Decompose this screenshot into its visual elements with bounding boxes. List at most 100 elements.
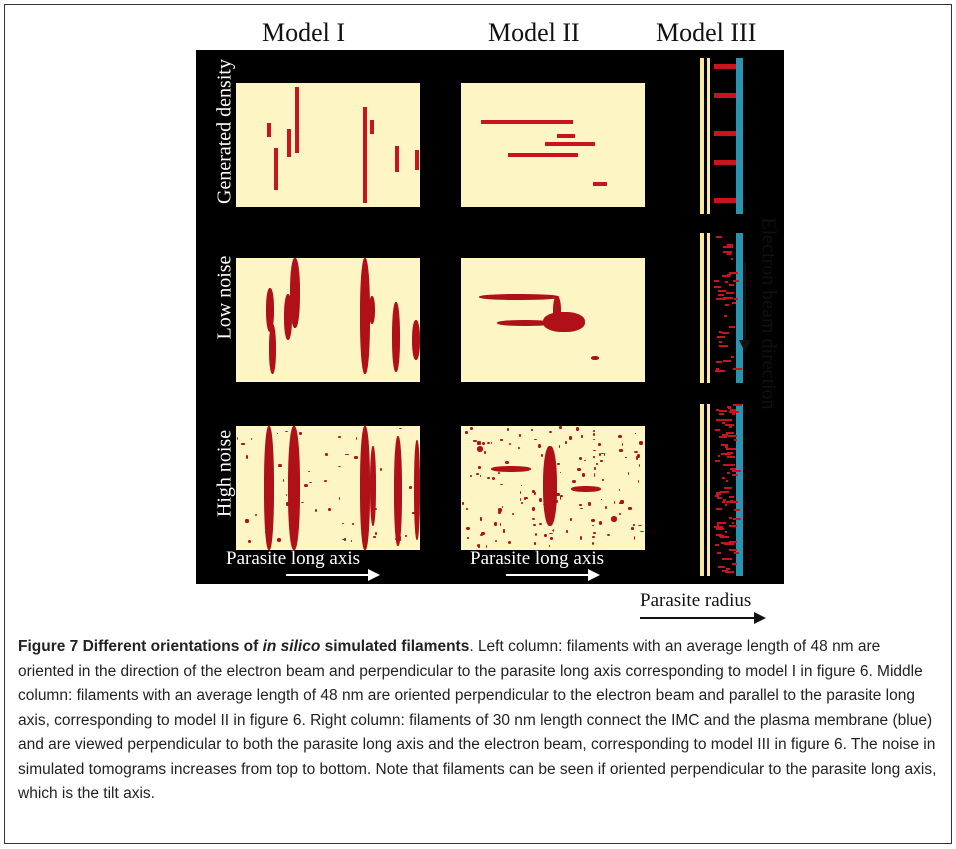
filament (481, 120, 573, 124)
filament-speckle (724, 419, 733, 422)
long-axis-arrow-2 (506, 569, 600, 581)
filament-blob (290, 258, 300, 328)
filament-speckle (725, 530, 728, 533)
noise-speckle (323, 479, 327, 482)
filament-speckle (714, 280, 720, 283)
noise-speckle (578, 504, 582, 506)
noise-speckle (531, 490, 535, 493)
filament-speckle (729, 410, 736, 413)
filament-speckle (723, 251, 732, 254)
filament-speckle (716, 297, 727, 300)
noise-speckle (354, 456, 359, 459)
column-title-model-1: Model I (262, 18, 346, 47)
filament-blob (392, 302, 400, 372)
filament-speckle (718, 290, 726, 293)
noise-speckle (539, 498, 542, 503)
noise-speckle (534, 532, 538, 537)
filament-speckle (733, 517, 742, 520)
filament-speckle (716, 551, 722, 554)
noise-speckle (303, 483, 308, 488)
noise-speckle (486, 441, 491, 445)
noise-speckle (283, 479, 285, 482)
noise-speckle (341, 538, 346, 541)
noise-speckle (250, 438, 253, 441)
noise-speckle (399, 427, 403, 429)
noise-speckle (494, 522, 498, 526)
noise-speckle (288, 448, 291, 450)
noise-speckle (499, 523, 502, 527)
noise-speckle (625, 456, 628, 459)
filament-blob (553, 296, 561, 326)
noise-speckle (325, 453, 329, 457)
noise-speckle (518, 447, 521, 450)
plasma-membrane (736, 404, 743, 576)
noise-speckle (532, 507, 536, 511)
filament-speckle (727, 435, 737, 438)
filament-blob (543, 446, 557, 526)
filament-speckle (718, 535, 724, 538)
noise-speckle (481, 532, 485, 535)
filament-speckle (724, 424, 734, 427)
noise-speckle (592, 541, 595, 545)
noise-speckle (559, 426, 562, 429)
noise-speckle (502, 506, 504, 508)
noise-speckle (593, 472, 596, 477)
filament-speckle (722, 476, 726, 479)
filament-blob (571, 486, 601, 492)
noise-speckle (345, 453, 349, 456)
noise-speckle (480, 475, 482, 477)
noise-speckle (505, 460, 510, 464)
filament-speckle (728, 548, 737, 551)
noise-speckle (503, 529, 506, 533)
noise-speckle (604, 506, 608, 510)
noise-speckle (241, 443, 245, 445)
noise-speckle (613, 500, 616, 505)
filament-speckle (733, 438, 738, 441)
noise-speckle (519, 498, 522, 502)
noise-speckle (582, 485, 586, 489)
filament-speckle (716, 507, 723, 510)
filament-speckle (727, 359, 732, 362)
row-label-high-noise: High noise (213, 429, 236, 518)
noise-speckle (552, 528, 555, 532)
noise-speckle (634, 451, 638, 454)
noise-speckle (566, 529, 569, 534)
filament-speckle (720, 491, 730, 494)
filament-speckle (727, 274, 731, 276)
filament (714, 64, 736, 69)
noise-speckle (619, 502, 622, 505)
noise-speckle (466, 508, 469, 510)
filament-blob (266, 288, 274, 332)
noise-speckle (637, 453, 641, 458)
filament-blob (412, 320, 420, 360)
tile-model2-generated (461, 83, 645, 207)
noise-speckle (556, 500, 558, 504)
noise-speckle (394, 538, 397, 540)
imc-layer (700, 404, 704, 576)
noise-speckle (338, 465, 342, 467)
noise-speckle (254, 513, 258, 517)
noise-speckle (286, 502, 289, 506)
noise-speckle (492, 476, 496, 481)
filament (370, 120, 374, 134)
noise-speckle (502, 469, 505, 472)
noise-speckle (485, 544, 488, 549)
filament-speckle (726, 431, 734, 434)
noise-speckle (327, 508, 332, 512)
noise-speckle (599, 460, 604, 462)
filament-speckle (718, 331, 722, 334)
filament-speckle (715, 525, 723, 528)
noise-speckle (411, 512, 416, 514)
filament-speckle (729, 425, 732, 428)
noise-speckle (507, 427, 510, 432)
filament-speckle (721, 569, 729, 572)
noise-speckle (342, 522, 344, 525)
noise-speckle (593, 455, 595, 459)
noise-speckle (268, 475, 273, 478)
noise-speckle (580, 435, 583, 438)
noise-speckle (400, 538, 402, 542)
noise-speckle (264, 531, 267, 534)
noise-speckle (344, 538, 346, 541)
noise-speckle (551, 529, 553, 532)
noise-speckle (278, 464, 282, 468)
